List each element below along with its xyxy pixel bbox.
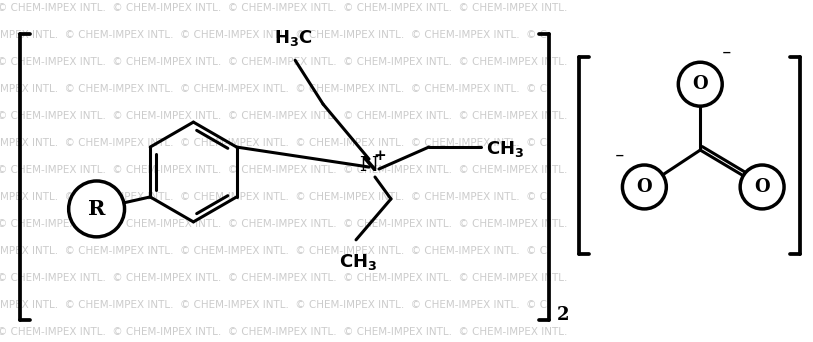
Text: © CHEM-IMPEX INTL.  © CHEM-IMPEX INTL.  © CHEM-IMPEX INTL.  © CHEM-IMPEX INTL.  : © CHEM-IMPEX INTL. © CHEM-IMPEX INTL. © … [0, 273, 567, 283]
Text: +: + [374, 149, 386, 163]
Text: $\mathbf{H_3C}$: $\mathbf{H_3C}$ [274, 28, 312, 48]
Text: © CHEM-IMPEX INTL.  © CHEM-IMPEX INTL.  © CHEM-IMPEX INTL.  © CHEM-IMPEX INTL.  : © CHEM-IMPEX INTL. © CHEM-IMPEX INTL. © … [0, 219, 567, 229]
Text: 2: 2 [557, 306, 569, 324]
Text: © CHEM-IMPEX INTL.  © CHEM-IMPEX INTL.  © CHEM-IMPEX INTL.  © CHEM-IMPEX INTL.  : © CHEM-IMPEX INTL. © CHEM-IMPEX INTL. © … [0, 57, 567, 67]
Text: © CHEM-IMPEX INTL.  © CHEM-IMPEX INTL.  © CHEM-IMPEX INTL.  © CHEM-IMPEX INTL.  : © CHEM-IMPEX INTL. © CHEM-IMPEX INTL. © … [0, 111, 567, 121]
Text: O: O [693, 75, 708, 93]
Circle shape [740, 165, 784, 209]
Text: ⁻: ⁻ [615, 151, 624, 169]
Circle shape [678, 62, 722, 106]
Text: © CHEM-IMPEX INTL.  © CHEM-IMPEX INTL.  © CHEM-IMPEX INTL.  © CHEM-IMPEX INTL.  : © CHEM-IMPEX INTL. © CHEM-IMPEX INTL. © … [0, 327, 567, 337]
Text: $\mathbf{CH_3}$: $\mathbf{CH_3}$ [485, 139, 524, 159]
Text: IMPEX INTL.  © CHEM-IMPEX INTL.  © CHEM-IMPEX INTL.  © CHEM-IMPEX INTL.  © CHEM-: IMPEX INTL. © CHEM-IMPEX INTL. © CHEM-IM… [0, 138, 547, 148]
Text: R: R [88, 199, 106, 219]
Text: © CHEM-IMPEX INTL.  © CHEM-IMPEX INTL.  © CHEM-IMPEX INTL.  © CHEM-IMPEX INTL.  : © CHEM-IMPEX INTL. © CHEM-IMPEX INTL. © … [0, 3, 567, 13]
Text: © CHEM-IMPEX INTL.  © CHEM-IMPEX INTL.  © CHEM-IMPEX INTL.  © CHEM-IMPEX INTL.  : © CHEM-IMPEX INTL. © CHEM-IMPEX INTL. © … [0, 165, 567, 175]
Text: ⁻: ⁻ [722, 48, 732, 66]
Text: O: O [754, 178, 770, 196]
Text: IMPEX INTL.  © CHEM-IMPEX INTL.  © CHEM-IMPEX INTL.  © CHEM-IMPEX INTL.  © CHEM-: IMPEX INTL. © CHEM-IMPEX INTL. © CHEM-IM… [0, 192, 547, 202]
Text: N: N [359, 155, 379, 175]
Text: IMPEX INTL.  © CHEM-IMPEX INTL.  © CHEM-IMPEX INTL.  © CHEM-IMPEX INTL.  © CHEM-: IMPEX INTL. © CHEM-IMPEX INTL. © CHEM-IM… [0, 30, 547, 40]
Text: IMPEX INTL.  © CHEM-IMPEX INTL.  © CHEM-IMPEX INTL.  © CHEM-IMPEX INTL.  © CHEM-: IMPEX INTL. © CHEM-IMPEX INTL. © CHEM-IM… [0, 246, 547, 256]
Text: IMPEX INTL.  © CHEM-IMPEX INTL.  © CHEM-IMPEX INTL.  © CHEM-IMPEX INTL.  © CHEM-: IMPEX INTL. © CHEM-IMPEX INTL. © CHEM-IM… [0, 84, 547, 94]
Text: IMPEX INTL.  © CHEM-IMPEX INTL.  © CHEM-IMPEX INTL.  © CHEM-IMPEX INTL.  © CHEM-: IMPEX INTL. © CHEM-IMPEX INTL. © CHEM-IM… [0, 300, 547, 310]
Text: $\mathbf{CH_3}$: $\mathbf{CH_3}$ [339, 252, 377, 272]
Circle shape [68, 181, 124, 237]
Text: O: O [637, 178, 652, 196]
Circle shape [623, 165, 667, 209]
